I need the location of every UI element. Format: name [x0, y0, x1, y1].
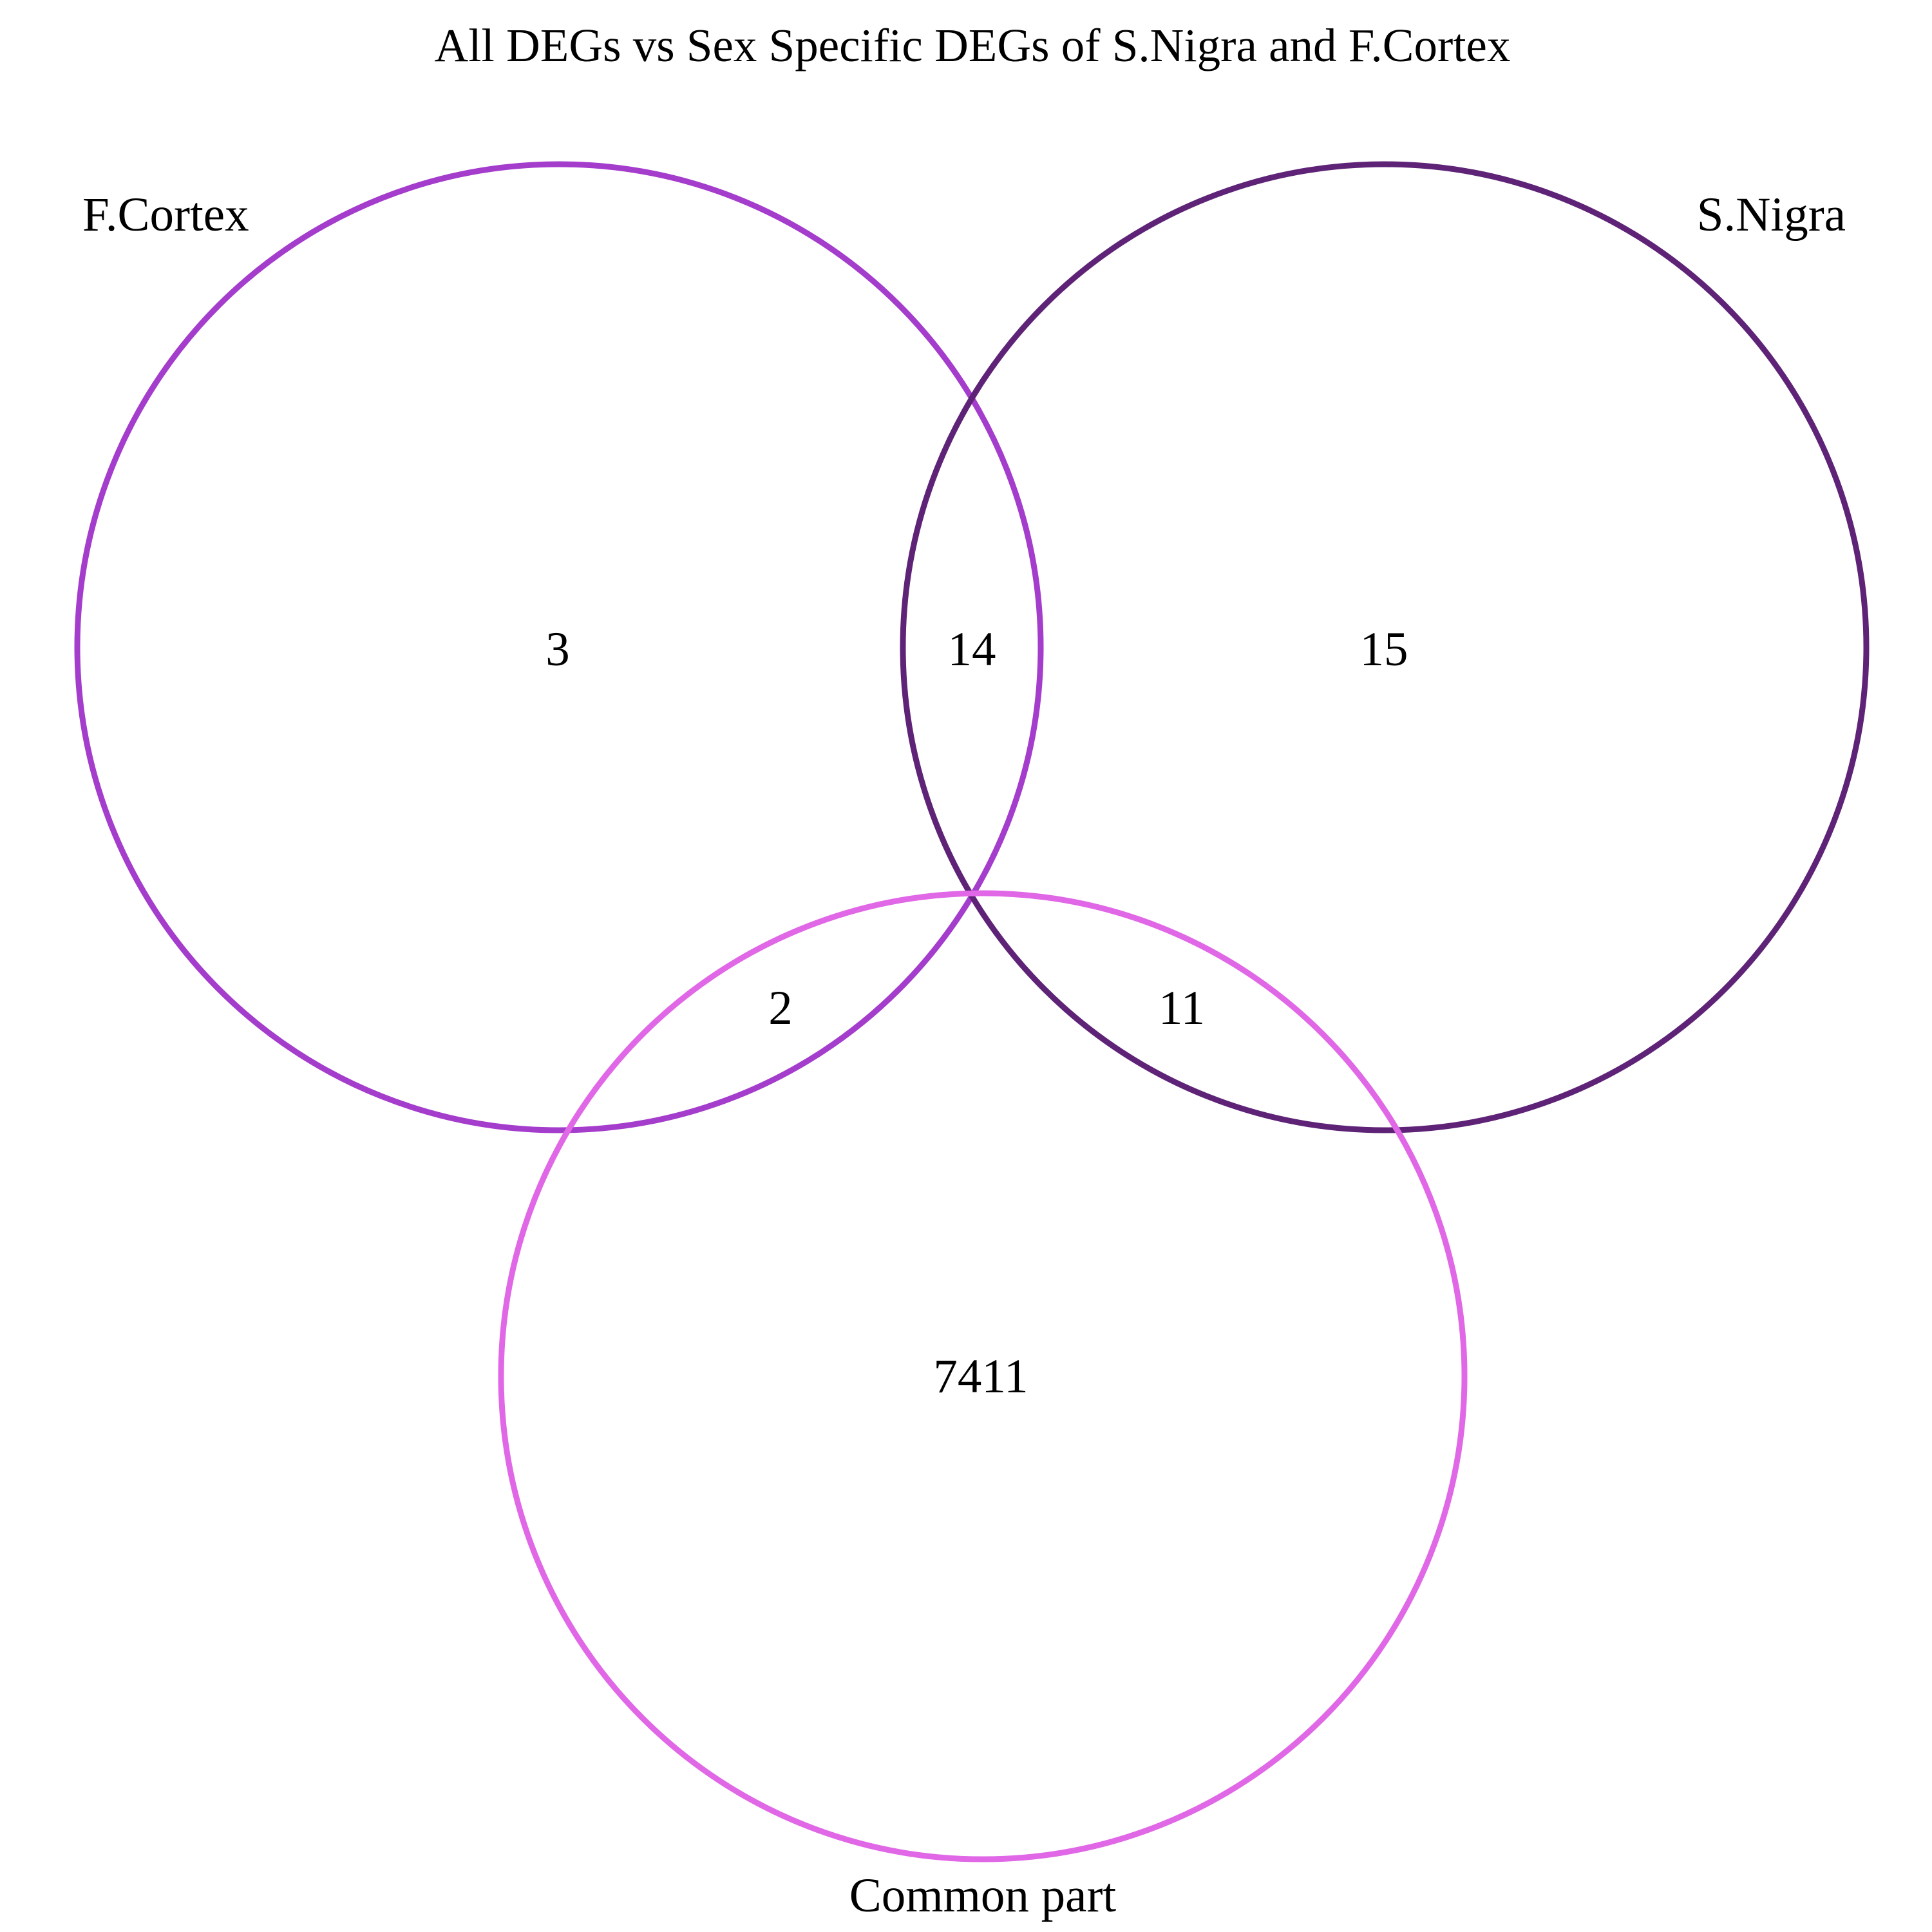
- count-common-only: 7411: [933, 1350, 1028, 1403]
- count-f-cortex-s-nigra: 14: [948, 623, 996, 676]
- common-part-circle: [498, 890, 1468, 1862]
- count-s-nigra-common: 11: [1159, 981, 1205, 1035]
- count-f-cortex-only: 3: [545, 623, 570, 676]
- f-cortex-label: F.Cortex: [82, 188, 249, 242]
- f-cortex-circle: [74, 161, 1044, 1133]
- common-part-label: Common part: [849, 1869, 1117, 1922]
- s-nigra-circle: [900, 161, 1870, 1133]
- s-nigra-label: S.Nigra: [1697, 188, 1846, 242]
- count-f-cortex-common: 2: [768, 981, 793, 1035]
- count-s-nigra-only: 15: [1360, 623, 1408, 676]
- diagram-title: All DEGs vs Sex Specific DEGs of S.Nigra…: [435, 19, 1511, 71]
